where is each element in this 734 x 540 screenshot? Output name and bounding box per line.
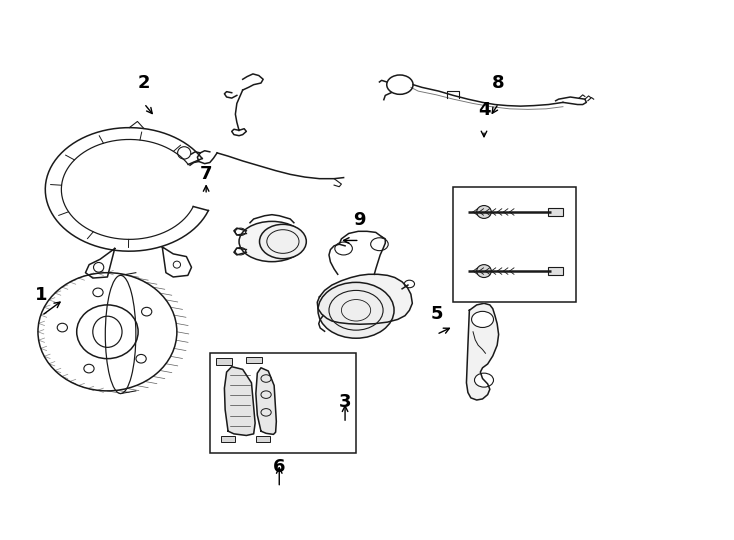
Circle shape	[260, 224, 306, 259]
Ellipse shape	[476, 206, 491, 218]
Circle shape	[318, 282, 394, 338]
Text: 7: 7	[200, 165, 212, 183]
Circle shape	[474, 373, 493, 387]
Text: 6: 6	[273, 458, 286, 476]
Bar	[256, 436, 270, 442]
Polygon shape	[317, 274, 413, 324]
Circle shape	[471, 312, 493, 327]
Text: 2: 2	[138, 73, 150, 92]
Ellipse shape	[239, 221, 305, 262]
Text: 8: 8	[493, 73, 505, 92]
Text: 4: 4	[478, 100, 490, 118]
Text: 3: 3	[339, 393, 352, 411]
Bar	[246, 357, 262, 363]
Text: 9: 9	[354, 211, 366, 228]
Polygon shape	[466, 303, 498, 400]
Circle shape	[404, 280, 415, 288]
Bar	[548, 267, 563, 275]
Bar	[221, 436, 236, 442]
Bar	[217, 357, 233, 365]
Polygon shape	[225, 367, 255, 435]
Bar	[454, 187, 576, 302]
Bar	[548, 208, 563, 216]
Text: 5: 5	[430, 305, 443, 322]
Bar	[210, 353, 356, 453]
Polygon shape	[256, 368, 276, 434]
Ellipse shape	[476, 265, 491, 278]
Text: 1: 1	[35, 286, 48, 304]
